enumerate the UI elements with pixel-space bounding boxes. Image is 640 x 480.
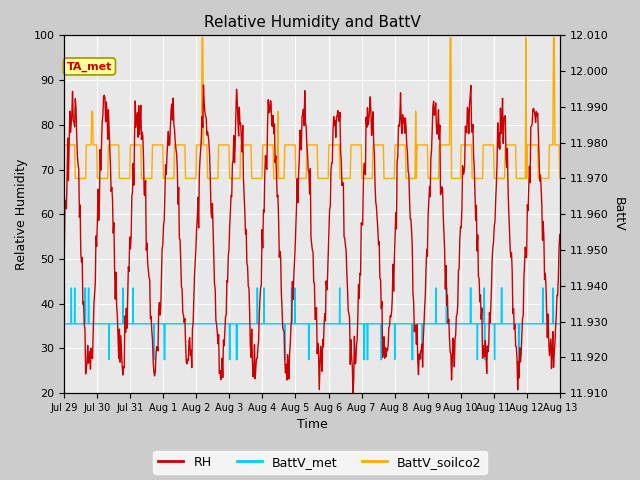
Legend: RH, BattV_met, BattV_soilco2: RH, BattV_met, BattV_soilco2 [154,451,486,474]
Y-axis label: BattV: BattV [612,197,625,231]
Title: Relative Humidity and BattV: Relative Humidity and BattV [204,15,420,30]
Text: TA_met: TA_met [67,61,112,72]
Y-axis label: Relative Humidity: Relative Humidity [15,158,28,270]
X-axis label: Time: Time [296,419,328,432]
